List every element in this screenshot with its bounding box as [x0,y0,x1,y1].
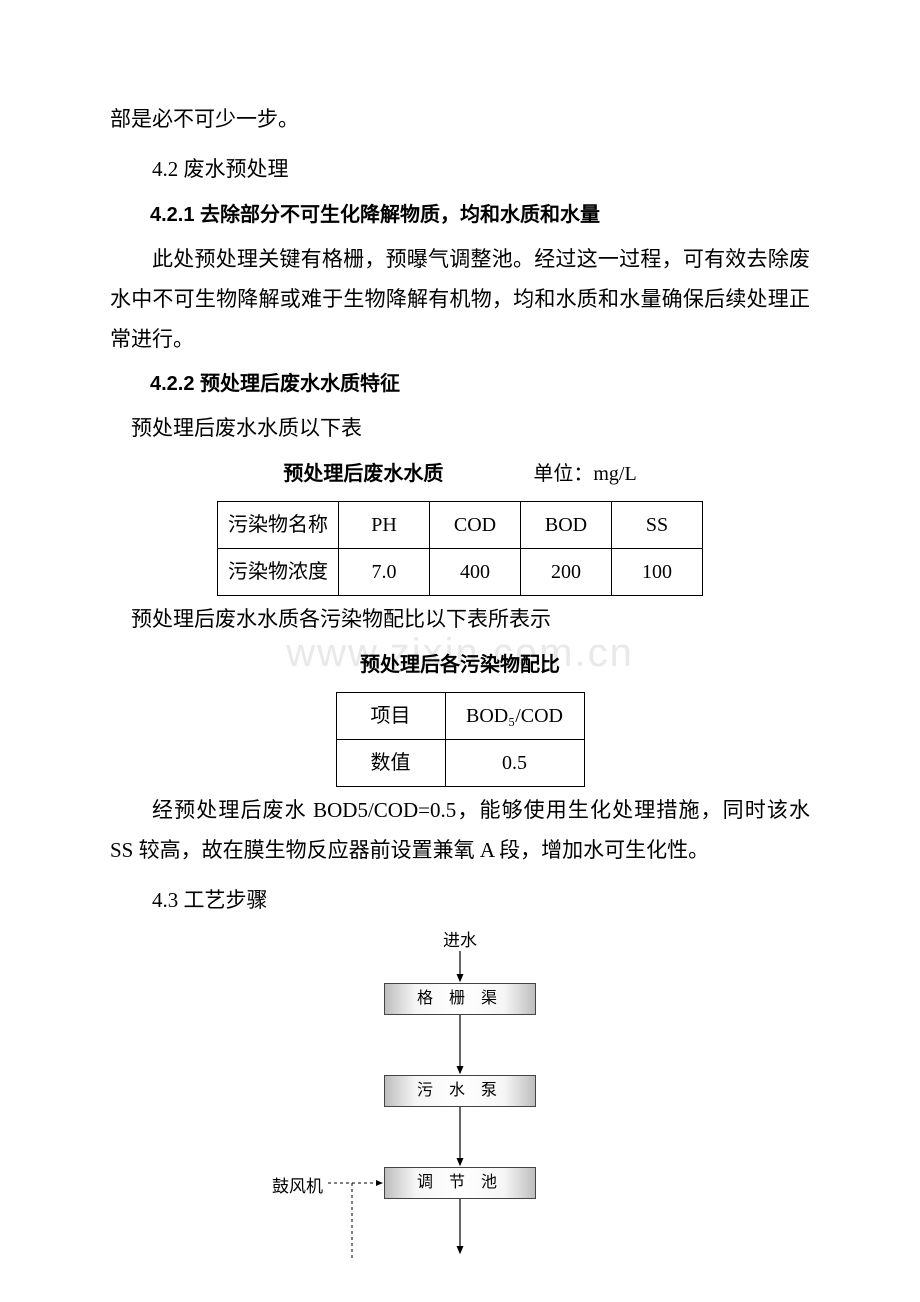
flow-inlet-label: 进水 [443,925,477,957]
subsection-4-2-1: 4.2.1 去除部分不可生化降解物质，均和水质和水量 [110,196,810,234]
table-2: 项目 BOD₅/COD 数值 0.5 [336,692,585,787]
table1-h0: PH [339,502,430,549]
process-flowchart: 进水 格 栅 渠 污 水 泵 调 节 池 鼓风机 [110,925,810,1265]
table1-v0: 7.0 [339,549,430,596]
flow-box-1: 格 栅 渠 [384,983,536,1015]
document-body: 部是必不可少一步。 4.2 废水预处理 4.2.1 去除部分不可生化降解物质，均… [110,100,810,1265]
continuation-line: 部是必不可少一步。 [110,100,810,140]
table1-v3: 100 [612,549,703,596]
table1-title: 预处理后废水水质 [283,455,443,493]
flow-box-2: 污 水 泵 [384,1075,536,1107]
table1-h2: BOD [521,502,612,549]
table-row: 数值 0.5 [336,740,584,787]
table1-caption: 预处理后废水水质 单位：mg/L [110,455,810,493]
subsection-4-2-2: 4.2.2 预处理后废水水质特征 [110,365,810,403]
table2-r1c1: 项目 [336,693,445,740]
para-4-2-2c: 经预处理后废水 BOD5/COD=0.5，能够使用生化处理措施，同时该水 SS … [110,791,810,871]
table-row: 污染物浓度 7.0 400 200 100 [218,549,703,596]
para-4-2-2a: 预处理后废水水质以下表 [110,409,810,449]
table1-r2-label: 污染物浓度 [218,549,339,596]
section-4-2: 4.2 废水预处理 [110,150,810,190]
table-1: 污染物名称 PH COD BOD SS 污染物浓度 7.0 400 200 10… [217,501,703,596]
table2-r2c2: 0.5 [445,740,584,787]
para-4-2-1: 此处预处理关键有格栅，预曝气调整池。经过这一过程，可有效去除废水中不可生物降解或… [110,240,810,360]
table1-v2: 200 [521,549,612,596]
flow-side-label: 鼓风机 [272,1171,323,1203]
table2-r2c1: 数值 [336,740,445,787]
table-row: 污染物名称 PH COD BOD SS [218,502,703,549]
table2-r1c2: BOD₅/COD [445,693,584,740]
table-row: 项目 BOD₅/COD [336,693,584,740]
para-4-2-2b: 预处理后废水水质各污染物配比以下表所表示 [110,600,810,640]
table1-v1: 400 [430,549,521,596]
flow-box-3: 调 节 池 [384,1167,536,1199]
table2-title: 预处理后各污染物配比 [110,646,810,684]
table1-h3: SS [612,502,703,549]
table1-h1: COD [430,502,521,549]
table1-unit: 单位：mg/L [533,455,636,493]
table1-r1-label: 污染物名称 [218,502,339,549]
section-4-3: 4.3 工艺步骤 [110,881,810,921]
